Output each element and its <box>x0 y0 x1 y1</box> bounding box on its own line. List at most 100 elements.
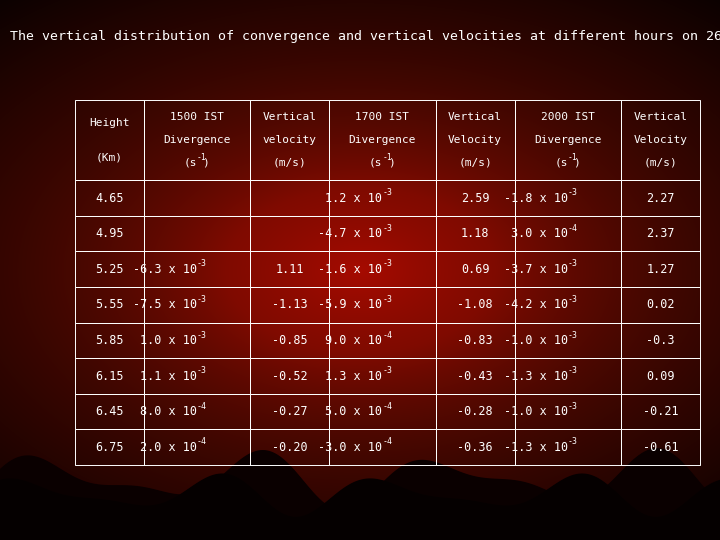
Text: 9.0 x 10: 9.0 x 10 <box>325 334 382 347</box>
Bar <box>515 322 621 358</box>
Text: 5.55: 5.55 <box>95 299 124 312</box>
Text: ): ) <box>387 158 395 168</box>
Bar <box>75 394 144 429</box>
Text: -3: -3 <box>568 259 577 268</box>
Bar <box>144 358 250 394</box>
Bar <box>329 287 436 322</box>
Text: 2.37: 2.37 <box>647 227 675 240</box>
Text: -3: -3 <box>382 224 392 233</box>
Text: (s): (s) <box>372 158 392 168</box>
Bar <box>144 287 250 322</box>
Bar <box>250 252 329 287</box>
Bar <box>621 180 700 216</box>
Text: 5.25: 5.25 <box>95 263 124 276</box>
Bar <box>75 252 144 287</box>
Text: 1.3 x 10: 1.3 x 10 <box>325 369 382 382</box>
Text: 6.45: 6.45 <box>95 405 124 418</box>
Text: (s: (s <box>554 158 568 168</box>
Text: velocity: velocity <box>263 135 317 145</box>
Bar <box>515 287 621 322</box>
Bar <box>329 216 436 252</box>
Bar <box>144 394 250 429</box>
Text: 1.1 x 10: 1.1 x 10 <box>140 369 197 382</box>
Text: -0.61: -0.61 <box>643 441 678 454</box>
Bar <box>329 394 436 429</box>
Bar <box>621 394 700 429</box>
Text: -0.27: -0.27 <box>272 405 307 418</box>
Text: -4: -4 <box>197 437 207 447</box>
Text: -3: -3 <box>568 330 577 340</box>
Text: 4.95: 4.95 <box>95 227 124 240</box>
Text: -4.2 x 10: -4.2 x 10 <box>504 299 568 312</box>
Bar <box>250 216 329 252</box>
Text: -1.8 x 10: -1.8 x 10 <box>504 192 568 205</box>
Text: 2.27: 2.27 <box>647 192 675 205</box>
Text: (s: (s <box>184 158 197 168</box>
Text: -3: -3 <box>568 437 577 447</box>
Bar <box>515 394 621 429</box>
Text: 1.2 x 10: 1.2 x 10 <box>325 192 382 205</box>
Bar <box>621 252 700 287</box>
Bar <box>75 216 144 252</box>
Bar <box>75 358 144 394</box>
Text: -1.0 x 10: -1.0 x 10 <box>504 405 568 418</box>
Bar <box>515 252 621 287</box>
Bar <box>436 252 515 287</box>
Text: The vertical distribution of convergence and vertical velocities at different ho: The vertical distribution of convergence… <box>10 30 720 43</box>
Bar <box>250 287 329 322</box>
Bar <box>329 429 436 465</box>
Bar <box>75 100 144 180</box>
Text: Divergence: Divergence <box>163 135 230 145</box>
Text: (s: (s <box>369 158 382 168</box>
Text: -1.13: -1.13 <box>272 299 307 312</box>
Text: -3: -3 <box>568 366 577 375</box>
Bar <box>329 180 436 216</box>
Text: Velocity: Velocity <box>448 135 502 145</box>
Text: -3: -3 <box>197 259 207 268</box>
Text: (s): (s) <box>558 158 578 168</box>
Bar <box>250 429 329 465</box>
Bar <box>515 180 621 216</box>
Text: Vertical: Vertical <box>634 112 688 123</box>
Bar <box>75 322 144 358</box>
Text: -1.6 x 10: -1.6 x 10 <box>318 263 382 276</box>
Bar <box>250 322 329 358</box>
Bar <box>144 252 250 287</box>
Text: Vertical: Vertical <box>448 112 502 123</box>
Text: -3: -3 <box>382 295 392 304</box>
Text: -0.21: -0.21 <box>643 405 678 418</box>
Text: 5.0 x 10: 5.0 x 10 <box>325 405 382 418</box>
Text: -4: -4 <box>382 437 392 447</box>
Text: Velocity: Velocity <box>634 135 688 145</box>
Text: 1.18: 1.18 <box>461 227 490 240</box>
Text: -1: -1 <box>197 153 207 161</box>
Bar <box>250 180 329 216</box>
Text: -3.0 x 10: -3.0 x 10 <box>318 441 382 454</box>
Bar <box>515 429 621 465</box>
Text: -3: -3 <box>197 366 207 375</box>
Text: -4.7 x 10: -4.7 x 10 <box>318 227 382 240</box>
Text: -3: -3 <box>197 295 207 304</box>
Text: -1.3 x 10: -1.3 x 10 <box>504 369 568 382</box>
Text: -4: -4 <box>382 330 392 340</box>
Text: -1: -1 <box>382 153 392 161</box>
Text: -3: -3 <box>568 188 577 197</box>
Bar <box>621 100 700 180</box>
Bar <box>329 322 436 358</box>
Text: 5.85: 5.85 <box>95 334 124 347</box>
Bar <box>75 180 144 216</box>
Bar <box>436 216 515 252</box>
Bar <box>621 429 700 465</box>
Text: -0.85: -0.85 <box>272 334 307 347</box>
Text: -0.36: -0.36 <box>457 441 493 454</box>
Text: -3: -3 <box>382 366 392 375</box>
Text: -4: -4 <box>382 402 392 411</box>
Bar <box>436 180 515 216</box>
Text: Vertical: Vertical <box>263 112 317 123</box>
Text: 1.11: 1.11 <box>275 263 304 276</box>
Text: -1: -1 <box>568 153 577 161</box>
Bar <box>329 358 436 394</box>
Text: 2000 IST: 2000 IST <box>541 112 595 123</box>
Text: -1.0 x 10: -1.0 x 10 <box>504 334 568 347</box>
Text: ): ) <box>202 158 209 168</box>
